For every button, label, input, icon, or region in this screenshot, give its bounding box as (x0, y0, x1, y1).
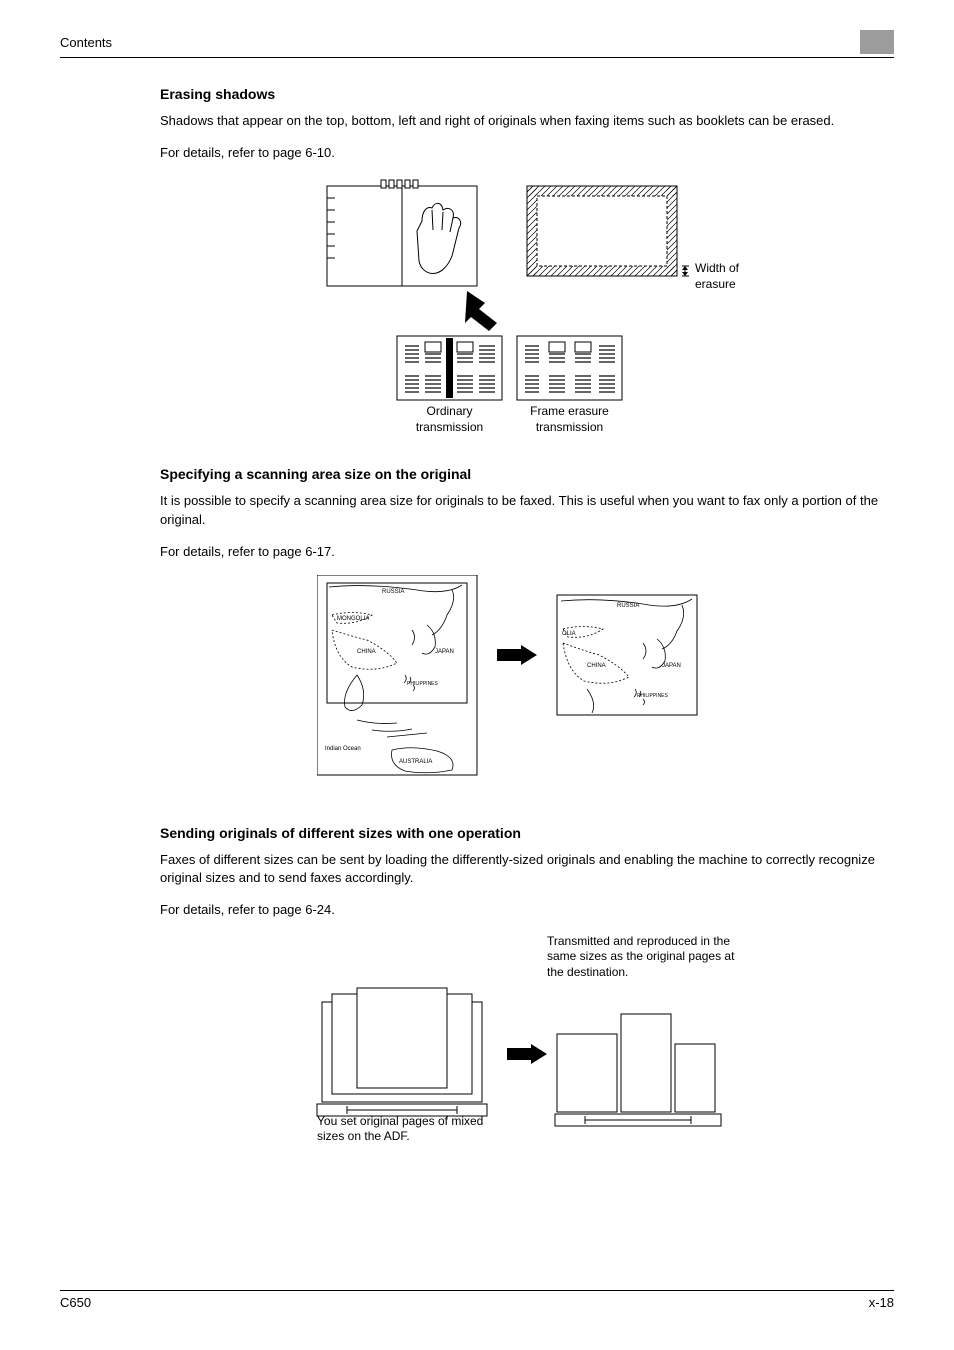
mixed-label-transmitted: Transmitted and reproduced in the same s… (547, 934, 747, 981)
mixed-label-youset: You set original pages of mixed sizes on… (317, 1114, 487, 1145)
map-mongolia-r: OLIA (562, 631, 576, 637)
erase-p1: Shadows that appear on the top, bottom, … (160, 112, 894, 130)
map-japan: JAPAN (435, 649, 454, 655)
erase-label-width: Width of erasure (695, 261, 755, 292)
section-title-scan: Specifying a scanning area size on the o… (160, 466, 894, 482)
map-china-r: CHINA (587, 663, 606, 669)
erase-label-ordinary: Ordinary transmission (397, 404, 502, 435)
page-footer: C650 x-18 (60, 1290, 894, 1310)
page: Contents Erasing shadows Shadows that ap… (0, 0, 954, 1350)
section-title-erase: Erasing shadows (160, 86, 894, 102)
map-indian: Indian Ocean (325, 746, 361, 752)
map-russia: RUSSIA (382, 589, 404, 595)
footer-left: C650 (60, 1295, 91, 1310)
scan-diagram: RUSSIA MONGOLIA CHINA JAPAN PHILIPPINES … (317, 575, 737, 795)
erase-p2: For details, refer to page 6-10. (160, 144, 894, 162)
map-australia: AUSTRALIA (399, 759, 432, 765)
mixed-p2: For details, refer to page 6-24. (160, 901, 894, 919)
map-japan-r: JAPAN (662, 663, 681, 669)
mixed-diagram: Transmitted and reproduced in the same s… (297, 934, 757, 1164)
content: Erasing shadows Shadows that appear on t… (60, 58, 894, 1164)
section-title-mixed: Sending originals of different sizes wit… (160, 825, 894, 841)
page-header: Contents (60, 30, 894, 58)
scan-p1: It is possible to specify a scanning are… (160, 492, 894, 528)
footer-right: x-18 (869, 1295, 894, 1310)
scan-svg: RUSSIA MONGOLIA CHINA JAPAN PHILIPPINES … (317, 575, 737, 785)
map-philippines: PHILIPPINES (407, 681, 439, 687)
map-philippines-r: PHILIPPINES (637, 693, 669, 699)
map-russia-r: RUSSIA (617, 603, 639, 609)
scan-p2: For details, refer to page 6-17. (160, 543, 894, 561)
header-tab (860, 30, 894, 54)
erase-label-frame: Frame erasure transmission (517, 404, 622, 435)
map-china: CHINA (357, 649, 376, 655)
mixed-p1: Faxes of different sizes can be sent by … (160, 851, 894, 887)
erase-diagram: Width of erasure Ordinary transmission F… (317, 176, 737, 436)
erase-svg (317, 176, 737, 436)
header-left-text: Contents (60, 35, 112, 50)
